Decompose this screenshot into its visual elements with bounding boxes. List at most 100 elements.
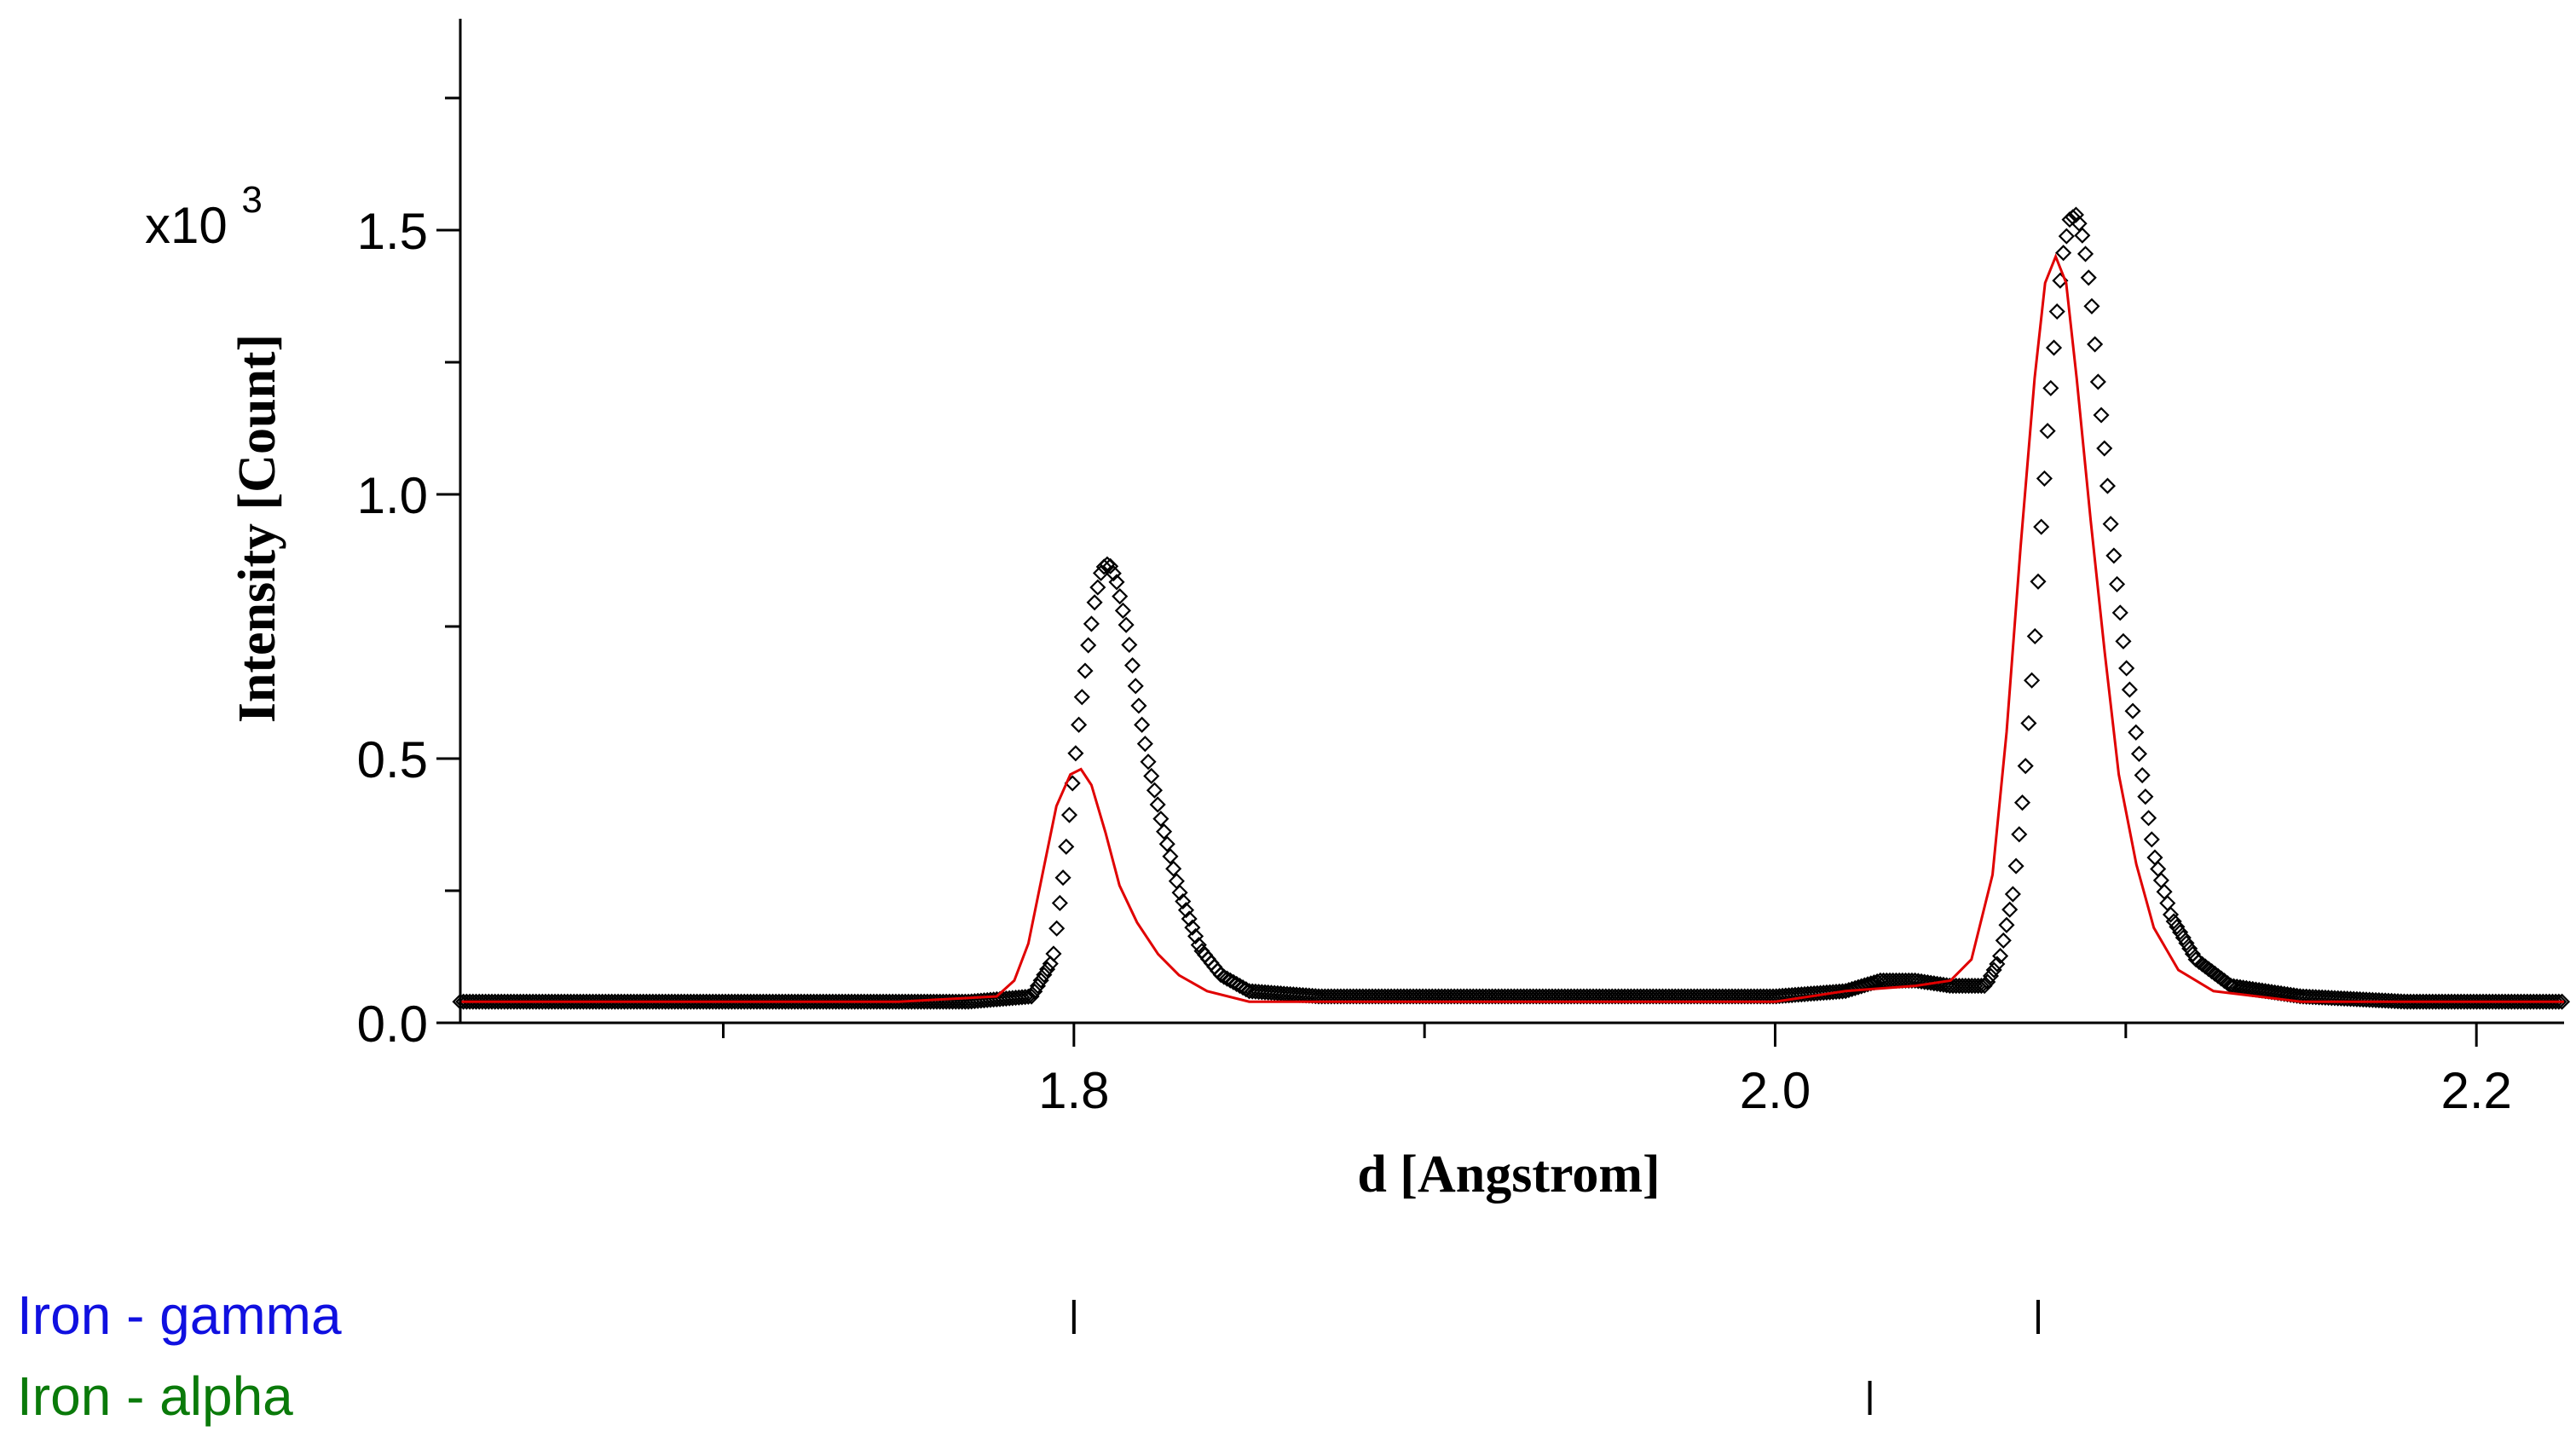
observed-point bbox=[1048, 920, 1066, 937]
x-tick-label: 1.8 bbox=[1038, 1062, 1109, 1119]
observed-point bbox=[1134, 716, 1151, 733]
observed-point bbox=[1051, 894, 1068, 912]
observed-point bbox=[1143, 767, 1160, 785]
observed-point bbox=[2146, 849, 2163, 866]
observed-point bbox=[1060, 806, 1078, 823]
observed-point bbox=[2102, 516, 2119, 533]
phase-reflection-rows: Iron - gamma Iron - alpha bbox=[17, 1284, 2040, 1427]
observed-point bbox=[2105, 547, 2123, 564]
observed-point bbox=[2058, 228, 2075, 245]
observed-point bbox=[2042, 379, 2059, 396]
observed-point bbox=[1073, 689, 1090, 706]
observed-point bbox=[2055, 245, 2072, 262]
observed-point bbox=[1029, 978, 1047, 995]
observed-point bbox=[2137, 788, 2154, 805]
phase-label: Iron - gamma bbox=[17, 1284, 342, 1346]
y-multiplier-exponent: 3 bbox=[241, 179, 262, 221]
observed-point bbox=[2080, 269, 2097, 286]
observed-point bbox=[1985, 961, 2002, 979]
observed-point bbox=[1042, 955, 1059, 973]
observed-point bbox=[1149, 796, 1166, 813]
observed-point bbox=[2096, 440, 2113, 457]
observed-point bbox=[2013, 794, 2031, 811]
observed-point bbox=[2039, 423, 2056, 440]
observed-point bbox=[1086, 594, 1103, 611]
observed-point bbox=[2130, 745, 2148, 762]
observed-point bbox=[2143, 831, 2160, 848]
observed-point bbox=[2033, 518, 2050, 535]
observed-point bbox=[1023, 988, 1040, 1005]
observed-point bbox=[1907, 972, 1924, 989]
observed-point bbox=[2156, 883, 2173, 900]
observed-point bbox=[1909, 973, 1926, 990]
observed-point bbox=[1080, 637, 1097, 654]
observed-point bbox=[1919, 974, 1936, 991]
observed-point bbox=[1177, 902, 1195, 919]
observed-point bbox=[2087, 336, 2104, 353]
observed-point bbox=[2111, 604, 2128, 621]
observed-point bbox=[1976, 978, 1993, 995]
observed-point bbox=[2001, 901, 2019, 918]
observed-point bbox=[1121, 636, 1138, 654]
observed-point bbox=[2026, 627, 2043, 645]
observed-point bbox=[1108, 574, 1125, 591]
observed-point bbox=[2118, 660, 2135, 677]
observed-point bbox=[1998, 916, 2015, 933]
observed-point bbox=[2048, 303, 2065, 320]
observed-point bbox=[2067, 206, 2084, 223]
observed-point bbox=[1036, 967, 1053, 984]
observed-point bbox=[2553, 993, 2571, 1010]
observed-point bbox=[1077, 662, 1094, 679]
observed-point bbox=[2004, 886, 2021, 903]
calculated-line bbox=[460, 252, 2564, 1003]
observed-point bbox=[1039, 961, 1056, 978]
observed-point bbox=[2121, 681, 2138, 698]
observed-point bbox=[2099, 477, 2116, 494]
axes bbox=[459, 19, 2564, 1025]
observed-point bbox=[1158, 835, 1175, 852]
observed-point bbox=[2036, 470, 2053, 487]
observed-point bbox=[1187, 927, 1204, 944]
observed-point bbox=[1181, 910, 1198, 927]
observed-point bbox=[1071, 716, 1088, 733]
observed-point bbox=[1058, 838, 1075, 855]
observed-point bbox=[1118, 616, 1135, 633]
observed-point bbox=[2172, 924, 2189, 941]
observed-point bbox=[1130, 697, 1147, 714]
observed-point bbox=[1083, 615, 1100, 632]
y-tick-label: 1.0 bbox=[357, 467, 428, 524]
observed-point bbox=[2017, 758, 2034, 775]
observed-point bbox=[1032, 972, 1049, 989]
observed-point bbox=[1995, 932, 2012, 949]
observed-point bbox=[2007, 857, 2024, 875]
observed-point bbox=[2011, 826, 2028, 843]
observed-point bbox=[2175, 929, 2192, 946]
observed-point bbox=[1165, 860, 1182, 877]
observed-point bbox=[1105, 565, 1122, 582]
ticks: 1.8 2.0 2.2 0.0 0.5 1.0 1.5 bbox=[357, 96, 2512, 1119]
observed-point bbox=[2169, 918, 2186, 935]
observed-point bbox=[2089, 373, 2106, 390]
observed-point bbox=[1136, 736, 1153, 753]
observed-point bbox=[2108, 575, 2126, 592]
x-axis-label: d [Angstrom] bbox=[1357, 1146, 1660, 1204]
observed-point bbox=[2178, 934, 2195, 952]
observed-point bbox=[1146, 782, 1163, 799]
y-tick-label: 1.5 bbox=[357, 203, 428, 260]
observed-point bbox=[1019, 988, 1037, 1005]
observed-point bbox=[2159, 895, 2176, 912]
observed-point bbox=[1171, 884, 1188, 901]
observed-point bbox=[2134, 766, 2151, 784]
observed-point bbox=[1175, 892, 1192, 910]
phase-label: Iron - alpha bbox=[17, 1365, 293, 1427]
observed-point bbox=[1140, 753, 1157, 771]
observed-point bbox=[2181, 940, 2198, 957]
observed-point bbox=[1026, 983, 1043, 1000]
observed-point bbox=[1972, 978, 1990, 995]
observed-point bbox=[1127, 678, 1144, 695]
observed-point bbox=[2074, 227, 2091, 244]
observed-point bbox=[1979, 973, 1996, 990]
observed-point bbox=[1155, 823, 1173, 840]
observed-point bbox=[1184, 919, 1201, 936]
